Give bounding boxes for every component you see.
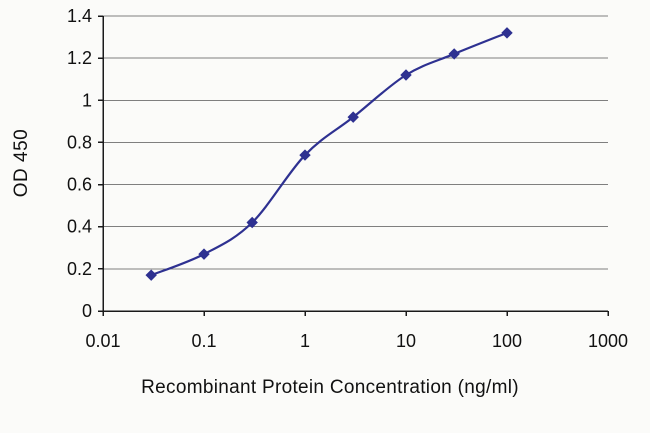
data-point-marker [198, 248, 210, 260]
data-point-marker [246, 216, 258, 229]
x-tick-label: 0.01 [85, 331, 120, 351]
data-point-marker [299, 149, 311, 161]
data-point-marker [347, 111, 359, 123]
data-point-marker [501, 27, 513, 39]
series-line [150, 31, 508, 277]
y-tick-label: 1.2 [67, 48, 92, 68]
y-tick-label: 0.8 [67, 132, 92, 152]
data-point-marker [448, 48, 460, 60]
y-tick-label: 1 [82, 90, 92, 110]
data-point-marker [400, 69, 412, 81]
x-axis-title: Recombinant Protein Concentration (ng/ml… [141, 377, 519, 398]
x-tick-label: 1000 [588, 331, 628, 351]
data-point-marker [145, 269, 157, 281]
y-axis-title: OD 450 [11, 128, 32, 198]
x-tick-label: 10 [396, 331, 416, 351]
x-tick-label: 0.1 [191, 331, 216, 351]
y-tick-label: 1.4 [67, 6, 92, 26]
y-tick-label: 0.6 [67, 175, 92, 195]
y-tick-label: 0.4 [67, 217, 92, 237]
x-tick-label: 1 [300, 331, 310, 351]
y-tick-label: 0.2 [67, 259, 92, 279]
y-tick-label: 0 [82, 301, 92, 321]
x-tick-label: 100 [492, 331, 522, 351]
